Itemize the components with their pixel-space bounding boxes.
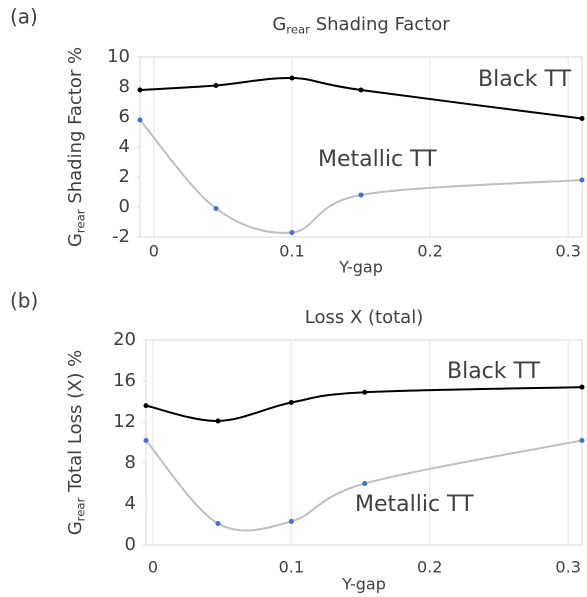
data-point	[288, 518, 294, 524]
series-line	[145, 439, 583, 532]
y-axis-label: Grear Shading Factor %	[65, 47, 87, 247]
data-point	[579, 437, 585, 443]
y-tick-label: 6	[119, 106, 130, 127]
data-point	[579, 116, 585, 121]
text-part: Shading Factor %	[65, 47, 86, 210]
series-line	[145, 386, 583, 422]
x-tick-label: 0.3	[555, 558, 580, 577]
text-part: G	[272, 14, 286, 35]
data-point	[288, 400, 294, 406]
series-label: Black TT	[478, 67, 572, 92]
x-tick-label: 0	[148, 558, 158, 577]
y-tick-label: 0	[119, 196, 130, 217]
y-tick-label: 12	[113, 411, 136, 432]
series-label: Black TT	[447, 359, 541, 384]
y-tick-label: 4	[125, 493, 136, 514]
data-point	[137, 117, 143, 123]
series-label: Metallic TT	[355, 492, 474, 517]
series-line	[139, 76, 583, 120]
x-tick-label: 0.3	[555, 242, 580, 261]
y-tick-label: 8	[119, 76, 130, 97]
y-tick-label: 10	[107, 46, 130, 67]
y-tick-label: 20	[113, 329, 136, 350]
data-point	[289, 230, 295, 235]
x-tick-label: 0.1	[279, 558, 304, 577]
data-point	[579, 177, 585, 183]
data-point	[213, 206, 219, 211]
y-tick-label: 16	[113, 370, 136, 391]
data-point	[362, 389, 368, 395]
x-axis-label: Y-gap	[338, 258, 383, 277]
text-part: Total Loss (X) %	[65, 350, 86, 498]
data-point	[143, 403, 149, 409]
data-point	[289, 75, 295, 81]
panel-label: (b)	[10, 289, 38, 313]
y-tick-label: 2	[119, 166, 130, 187]
text-part: G	[65, 233, 86, 247]
series-line	[139, 119, 583, 234]
subscript: rear	[286, 22, 310, 36]
panel-label: (a)	[10, 5, 38, 29]
text-part: Shading Factor	[310, 14, 450, 35]
x-tick-label: 0.1	[279, 242, 304, 261]
y-tick-label: 8	[125, 452, 136, 473]
data-point	[137, 87, 143, 93]
data-point	[143, 437, 149, 443]
y-tick-label: 4	[119, 136, 130, 157]
data-point	[358, 87, 364, 93]
x-tick-label: 0.2	[417, 558, 442, 577]
x-tick-label: 0.2	[417, 242, 442, 261]
data-point	[215, 520, 221, 526]
y-tick-label: 0	[125, 534, 136, 555]
y-axis-label: Grear Total Loss (X) %	[65, 350, 87, 536]
subscript: rear	[73, 497, 87, 521]
data-point	[215, 418, 221, 424]
subscript: rear	[73, 209, 87, 233]
series-label: Metallic TT	[318, 147, 437, 172]
data-point	[362, 481, 368, 486]
data-point	[213, 83, 219, 88]
data-point	[358, 192, 364, 198]
y-tick-label: -2	[112, 226, 130, 247]
x-tick-label: 0	[149, 242, 159, 261]
data-point	[579, 384, 585, 390]
chart-title: Loss X (total)	[305, 307, 423, 328]
x-axis-label: Y-gap	[341, 575, 386, 594]
chart-title: Grear Shading Factor	[272, 14, 450, 36]
text-part: G	[65, 521, 86, 535]
